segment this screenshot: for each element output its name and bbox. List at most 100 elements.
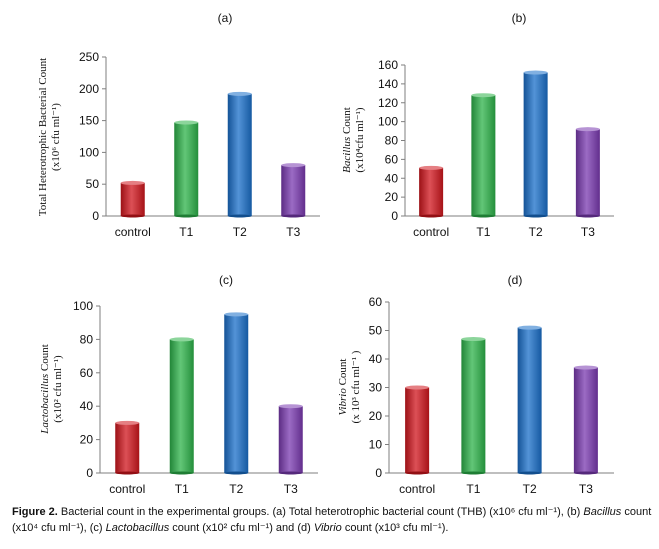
y-tick-label: 40	[385, 171, 399, 185]
y-tick-label: 250	[79, 50, 99, 64]
bar-t1	[174, 122, 199, 216]
caption-label: Figure 2.	[12, 506, 58, 518]
bar-top-cap	[471, 93, 496, 98]
y-tick-label: 100	[378, 115, 398, 129]
y-axis-label: Bacillus Count	[341, 107, 353, 173]
caption-text-1: Bacterial count in the experimental grou…	[57, 506, 584, 518]
bar-t2	[227, 93, 252, 216]
bar-top-cap	[281, 163, 306, 168]
bar-t3	[278, 406, 303, 473]
bar-top-cap	[227, 91, 252, 96]
y-tick-label: 40	[80, 399, 94, 413]
figure-caption: Figure 2. Bacterial count in the experim…	[12, 504, 652, 536]
panel-label: (d)	[508, 273, 523, 287]
bar-top-cap	[174, 120, 199, 125]
y-tick-label: 60	[385, 152, 399, 166]
bar-t3	[281, 165, 306, 216]
x-tick-label: control	[413, 225, 449, 239]
y-tick-label: 160	[378, 58, 398, 72]
bar-t2	[523, 72, 548, 216]
x-tick-label: T3	[579, 482, 593, 496]
y-tick-label: 0	[375, 466, 382, 480]
bar-top-cap	[575, 127, 600, 132]
x-tick-label: T2	[233, 225, 247, 239]
bar-t2	[224, 314, 249, 473]
y-tick-label: 120	[378, 96, 398, 110]
x-tick-label: T3	[581, 225, 595, 239]
y-axis-unit-label: (x 10³ cfu ml⁻¹ )	[350, 350, 362, 423]
y-tick-label: 0	[391, 209, 398, 223]
bar-top-cap	[278, 404, 303, 409]
bar-base-cap	[227, 214, 252, 218]
x-tick-label: T1	[476, 225, 490, 239]
y-axis-label: Vibrio Count	[337, 359, 349, 416]
y-tick-label: 20	[385, 190, 399, 204]
bar-t2	[517, 327, 542, 473]
bar-base-cap	[405, 471, 430, 475]
bar-t1	[471, 95, 496, 216]
bar-base-cap	[120, 214, 145, 218]
bar-base-cap	[174, 214, 199, 218]
y-tick-label: 40	[369, 352, 383, 366]
bar-top-cap	[115, 420, 140, 425]
bar-base-cap	[224, 471, 249, 475]
bar-base-cap	[461, 471, 486, 475]
panel-label: (b)	[512, 11, 527, 25]
caption-italic-3: Vibrio	[313, 522, 342, 534]
y-tick-label: 50	[369, 324, 383, 338]
bar-base-cap	[419, 214, 444, 218]
y-tick-label: 30	[369, 381, 383, 395]
y-tick-label: 80	[80, 332, 94, 346]
y-tick-label: 20	[369, 409, 383, 423]
bar-base-cap	[278, 471, 303, 475]
bar-base-cap	[115, 471, 140, 475]
bar-t3	[573, 367, 598, 473]
bar-top-cap	[461, 337, 486, 342]
x-tick-label: T1	[466, 482, 480, 496]
bar-base-cap	[517, 471, 542, 475]
y-tick-label: 10	[369, 438, 383, 452]
bar-top-cap	[169, 337, 194, 342]
bar-base-cap	[573, 471, 598, 475]
bar-base-cap	[523, 214, 548, 218]
x-tick-label: T3	[284, 482, 298, 496]
bar-top-cap	[419, 165, 444, 170]
x-tick-label: control	[399, 482, 435, 496]
panel-label: (a)	[218, 11, 233, 25]
bar-t1	[461, 339, 486, 473]
y-tick-label: 150	[79, 114, 99, 128]
bar-control	[405, 387, 430, 473]
y-tick-label: 0	[86, 466, 93, 480]
y-axis-label: Total Heterotrophic Bacterial Count	[37, 58, 49, 216]
chart-panel-1: (b) Bacillus Count (x10⁴cfu ml⁻¹) 0 20 40 60 80…	[341, 11, 614, 239]
bar-top-cap	[523, 70, 548, 75]
x-tick-label: T1	[175, 482, 189, 496]
x-tick-label: control	[109, 482, 145, 496]
y-tick-label: 20	[80, 433, 94, 447]
y-tick-label: 140	[378, 77, 398, 91]
bar-control	[419, 167, 444, 216]
caption-italic-2: Lactobacillus	[105, 522, 170, 534]
caption-text-4: count (x10³ cfu ml⁻¹).	[341, 522, 449, 534]
y-axis-unit-label: (x10⁴cfu ml⁻¹)	[354, 107, 366, 173]
x-tick-label: T3	[286, 225, 300, 239]
caption-text-3: count (x10² cfu ml⁻¹) and (d)	[169, 522, 314, 534]
bar-base-cap	[281, 214, 306, 218]
y-tick-label: 50	[86, 177, 100, 191]
bar-t3	[575, 129, 600, 216]
y-axis-label: Lactobacillus Count	[39, 344, 51, 435]
bar-top-cap	[224, 312, 249, 317]
charts-root: (a) Total Heterotrophic Bacterial Count (x…	[37, 11, 614, 496]
bar-control	[120, 182, 145, 216]
x-tick-label: T1	[179, 225, 193, 239]
x-tick-label: T2	[229, 482, 243, 496]
bar-top-cap	[517, 325, 542, 330]
bar-control	[115, 422, 140, 473]
bar-base-cap	[575, 214, 600, 218]
caption-text-2: count (x10⁴ cfu ml⁻¹), (c)	[12, 506, 652, 534]
y-tick-label: 80	[385, 134, 399, 148]
x-tick-label: T2	[529, 225, 543, 239]
bar-top-cap	[573, 365, 598, 370]
chart-panel-3: (d) Vibrio Count (x 10³ cfu ml⁻¹ ) 0 10 20 30 4…	[337, 273, 614, 496]
